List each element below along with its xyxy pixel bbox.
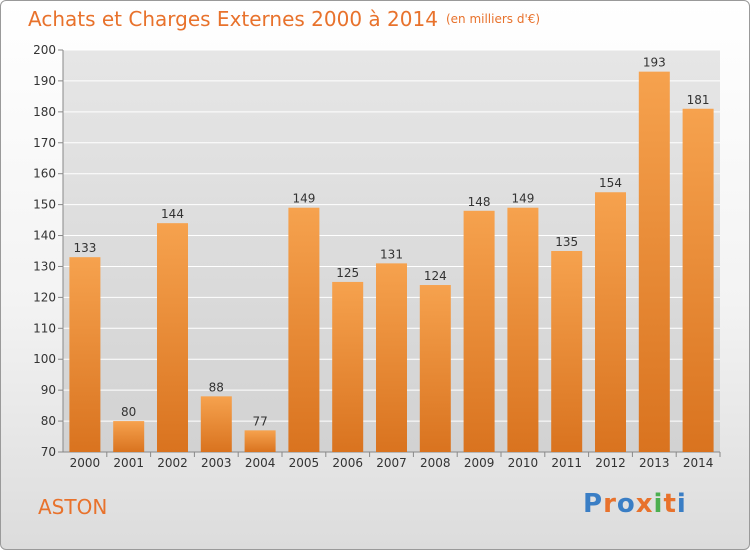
x-tick-label: 2002: [157, 456, 188, 470]
y-tick-label: 120: [33, 290, 56, 304]
data-label: 77: [252, 414, 267, 428]
bar: [682, 108, 714, 452]
data-label: 80: [121, 405, 136, 419]
logo-letter: t: [663, 489, 677, 519]
chart-title-text: Achats et Charges Externes 2000 à 2014: [28, 7, 438, 31]
data-label: 181: [687, 93, 710, 107]
data-label: 124: [424, 269, 447, 283]
data-label: 135: [555, 235, 578, 249]
data-label: 144: [161, 207, 184, 221]
x-tick-label: 2003: [201, 456, 232, 470]
x-tick-label: 2000: [70, 456, 101, 470]
data-label: 154: [599, 176, 622, 190]
bar: [507, 207, 539, 452]
y-tick-label: 190: [33, 74, 56, 88]
x-tick-label: 2012: [595, 456, 626, 470]
y-tick-label: 150: [33, 198, 56, 212]
proxiti-logo[interactable]: Proxiti: [583, 489, 687, 519]
x-tick-label: 2001: [113, 456, 144, 470]
y-tick-label: 130: [33, 259, 56, 273]
logo-letter: x: [635, 489, 654, 519]
chart-title: Achats et Charges Externes 2000 à 2014 (e…: [28, 7, 540, 31]
data-label: 149: [511, 192, 534, 206]
bar: [288, 207, 320, 452]
bar: [157, 223, 188, 452]
city-name: ASTON: [38, 495, 108, 519]
y-tick-label: 180: [33, 105, 56, 119]
data-label: 133: [73, 241, 96, 255]
y-tick-label: 110: [33, 321, 56, 335]
y-tick-label: 200: [33, 43, 56, 57]
y-tick-label: 160: [33, 167, 56, 181]
bar: [69, 257, 101, 452]
data-label: 148: [468, 195, 491, 209]
bar: [244, 430, 276, 452]
y-tick-label: 70: [41, 445, 56, 459]
chart-subtitle: (en milliers d'€): [445, 12, 541, 26]
bar: [595, 192, 626, 452]
x-tick-label: 2013: [639, 456, 670, 470]
x-tick-label: 2010: [508, 456, 539, 470]
y-tick-label: 80: [41, 414, 56, 428]
bar: [419, 285, 451, 452]
y-tick-label: 170: [33, 136, 56, 150]
data-label: 193: [643, 56, 666, 70]
bar: [551, 251, 583, 452]
x-tick-label: 2008: [420, 456, 451, 470]
data-label: 88: [209, 380, 224, 394]
bar: [200, 396, 232, 452]
y-tick-label: 100: [33, 352, 56, 366]
x-tick-label: 2006: [332, 456, 363, 470]
x-tick-label: 2007: [376, 456, 407, 470]
y-tick-label: 140: [33, 229, 56, 243]
x-tick-label: 2004: [245, 456, 276, 470]
data-label: 149: [292, 192, 315, 206]
x-tick-label: 2014: [683, 456, 714, 470]
logo-letter: o: [616, 489, 636, 519]
x-tick-label: 2005: [289, 456, 320, 470]
logo-letter: i: [653, 489, 664, 519]
logo-letter: P: [583, 489, 604, 519]
bar: [638, 71, 670, 453]
bar: [113, 421, 145, 452]
data-label: 125: [336, 266, 359, 280]
bar: [463, 210, 495, 452]
x-tick-label: 2009: [464, 456, 495, 470]
bar: [332, 281, 364, 452]
bar: [376, 263, 407, 452]
logo-letter: r: [603, 489, 617, 519]
y-tick-label: 90: [41, 383, 56, 397]
data-label: 131: [380, 247, 403, 261]
x-tick-label: 2011: [551, 456, 582, 470]
logo-letter: i: [676, 489, 687, 519]
